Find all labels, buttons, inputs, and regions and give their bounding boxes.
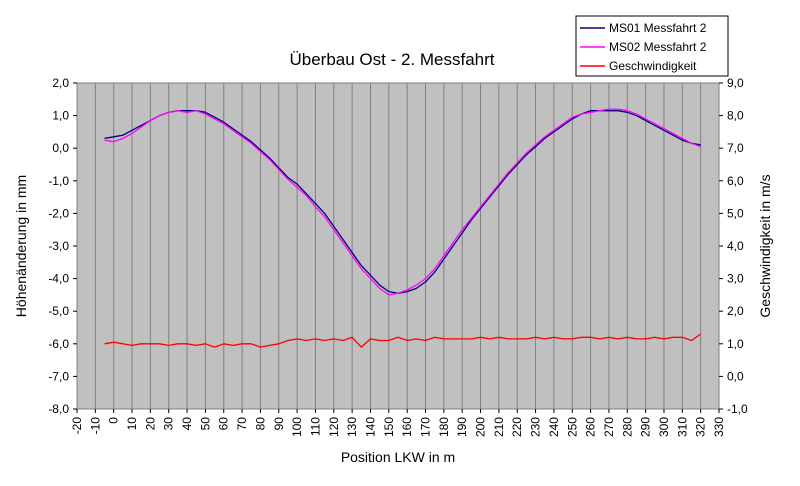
y-tick-label: -7,0 — [48, 369, 69, 383]
x-tick-label: 110 — [308, 417, 322, 436]
x-tick-label: 280 — [620, 417, 634, 437]
y2-tick-label: 0,0 — [727, 369, 744, 383]
x-tick-label: 40 — [180, 417, 194, 431]
x-tick-label: 320 — [694, 417, 708, 437]
x-axis-title: Position LKW in m — [341, 449, 455, 465]
legend: MS01 Messfahrt 2 MS02 Messfahrt 2 Geschw… — [575, 15, 729, 77]
y2-tick-label: 2,0 — [727, 304, 744, 318]
y2-axis-ticks: 9,0 8,0 7,0 6,0 5,0 4,0 3,0 2,0 1,0 0,0 -1,0 — [719, 76, 748, 416]
x-tick-label: 190 — [455, 417, 469, 437]
x-tick-label: 260 — [584, 417, 598, 437]
x-tick-label: 10 — [125, 417, 139, 431]
x-tick-label: 310 — [675, 417, 689, 437]
y2-tick-label: 5,0 — [727, 206, 744, 220]
x-tick-label: 220 — [510, 417, 524, 437]
x-tick-label: 290 — [639, 417, 653, 437]
x-tick-label: 70 — [235, 417, 249, 431]
x-tick-label: -20 — [70, 417, 84, 435]
x-tick-label: 240 — [547, 417, 561, 437]
y-tick-label: -5,0 — [48, 304, 69, 318]
x-tick-label: 30 — [162, 417, 176, 431]
y-tick-label: 1,0 — [52, 109, 69, 123]
y-tick-label: -4,0 — [48, 272, 69, 286]
y2-tick-label: 9,0 — [727, 76, 744, 90]
x-tick-label: 230 — [529, 417, 543, 437]
y2-tick-label: 6,0 — [727, 174, 744, 188]
legend-label-ms02: MS02 Messfahrt 2 — [609, 40, 707, 54]
x-tick-label: 50 — [198, 417, 212, 431]
x-tick-label: -10 — [88, 417, 102, 435]
y-axis-ticks: 2,0 1,0 0,0 -1,0 -2,0 -3,0 -4,0 -5,0 -6,0 -7,0 -8,… — [48, 76, 77, 416]
x-tick-label: 100 — [290, 417, 304, 437]
x-tick-label: 120 — [327, 417, 341, 437]
x-tick-label: 80 — [253, 417, 267, 431]
x-tick-label: 330 — [712, 417, 726, 437]
x-tick-label: 180 — [437, 417, 451, 437]
x-tick-label: 60 — [217, 417, 231, 431]
series-line-2 — [104, 333, 702, 348]
x-tick-label: 90 — [272, 417, 286, 431]
grid-lines — [94, 83, 702, 409]
x-tick-label: 130 — [345, 417, 359, 437]
x-tick-label: 0 — [107, 417, 121, 424]
x-tick-label: 140 — [363, 417, 377, 437]
y-axis-title: Höhenänderung in mm — [13, 175, 29, 317]
y-tick-label: -3,0 — [48, 239, 69, 253]
y2-axis-title: Geschwindigkeit in m/s — [757, 174, 773, 317]
series-line-1 — [104, 108, 701, 296]
y2-tick-label: 1,0 — [727, 337, 744, 351]
x-tick-label: 20 — [143, 417, 157, 431]
series-lines — [104, 108, 702, 348]
y-tick-label: -2,0 — [48, 206, 69, 220]
x-tick-label: 250 — [565, 417, 579, 437]
y-tick-label: -8,0 — [48, 402, 69, 416]
plot-area — [76, 82, 720, 410]
x-tick-label: 210 — [492, 417, 506, 437]
chart-title: Überbau Ost - 2. Messfahrt — [289, 50, 494, 69]
y-tick-label: -6,0 — [48, 337, 69, 351]
x-axis-ticks: -20 -10 0 10 20 30 40 50 60 70 80 90 100 110 120 130 140… — [70, 409, 726, 437]
x-tick-label: 170 — [419, 417, 433, 437]
x-tick-label: 160 — [400, 417, 414, 437]
x-tick-label: 300 — [657, 417, 671, 437]
y2-tick-label: 7,0 — [727, 141, 744, 155]
x-tick-label: 150 — [382, 417, 396, 437]
x-tick-label: 200 — [474, 417, 488, 437]
legend-label-ms01: MS01 Messfahrt 2 — [609, 21, 707, 35]
x-tick-label: 270 — [602, 417, 616, 437]
y-tick-label: 0,0 — [52, 141, 69, 155]
y-tick-label: -1,0 — [48, 174, 69, 188]
legend-label-speed: Geschwindigkeit — [609, 59, 697, 73]
y2-tick-label: 3,0 — [727, 272, 744, 286]
y-tick-label: 2,0 — [52, 76, 69, 90]
y2-tick-label: 4,0 — [727, 239, 744, 253]
y2-tick-label: 8,0 — [727, 109, 744, 123]
y2-tick-label: -1,0 — [727, 402, 748, 416]
